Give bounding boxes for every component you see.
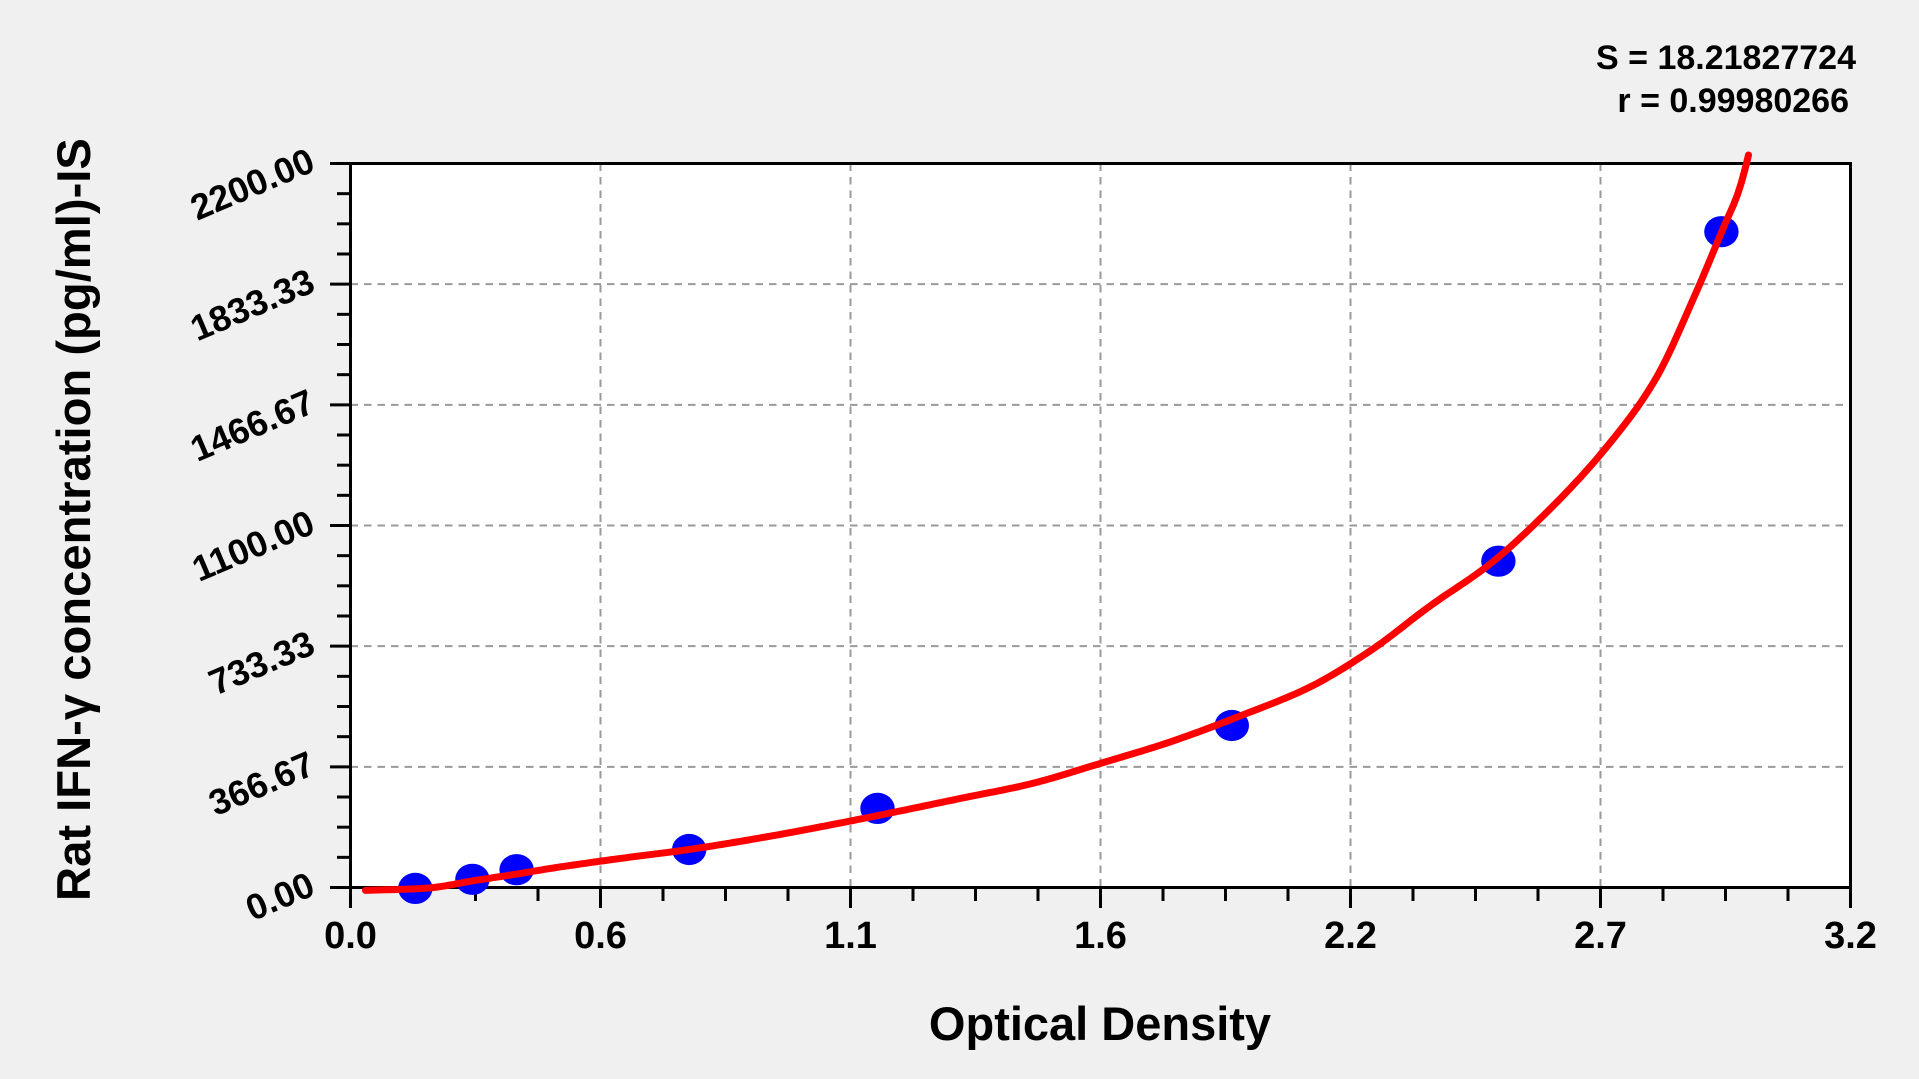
- svg-text:S = 18.21827724: S = 18.21827724: [1596, 39, 1856, 77]
- svg-text:0.6: 0.6: [574, 915, 627, 957]
- svg-text:2.2: 2.2: [1324, 915, 1377, 957]
- svg-text:1.6: 1.6: [1074, 915, 1127, 957]
- svg-text:0.0: 0.0: [324, 915, 377, 957]
- svg-text:Optical Density: Optical Density: [929, 997, 1271, 1050]
- svg-text:r = 0.99980266: r = 0.99980266: [1617, 82, 1849, 120]
- svg-text:Rat IFN-γ concentration (pg/ml: Rat IFN-γ concentration (pg/ml)-IS: [48, 138, 101, 901]
- svg-text:1.1: 1.1: [824, 915, 877, 957]
- svg-text:3.2: 3.2: [1824, 915, 1877, 957]
- svg-text:2.7: 2.7: [1574, 915, 1627, 957]
